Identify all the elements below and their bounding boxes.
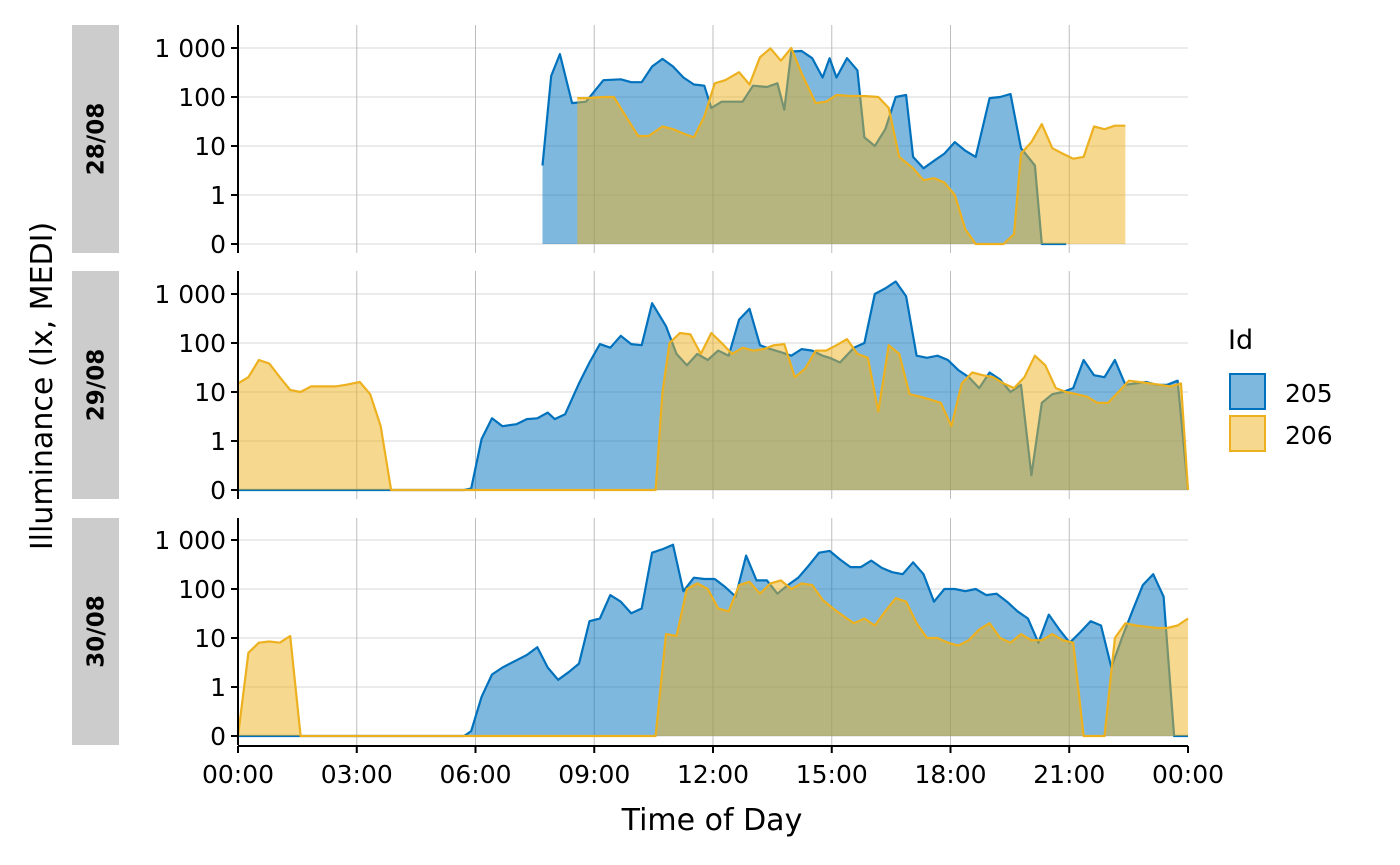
x-tick-label: 09:00: [558, 760, 630, 789]
y-tick-label: 1: [210, 181, 226, 210]
line-206-28-08: [577, 46, 1126, 246]
y-tick-label: 10: [194, 132, 226, 161]
area-206-29-08: [238, 333, 1188, 490]
x-tick-label: 00:00: [202, 760, 274, 789]
x-tick-label: 03:00: [321, 760, 393, 789]
y-tick-label: 100: [178, 83, 226, 112]
y-tick-label: 0: [210, 722, 226, 751]
y-tick-label: 1 000: [154, 280, 226, 309]
legend-label-206: 206: [1285, 421, 1333, 450]
y-tick-label: 0: [210, 230, 226, 259]
strip-background: [72, 518, 119, 745]
x-tick-label: 06:00: [439, 760, 511, 789]
y-tick-label: 0: [210, 476, 226, 505]
strip-label: 29/08: [84, 349, 110, 421]
strip-label: 28/08: [84, 103, 110, 175]
x-tick-label: 00:00: [1152, 760, 1224, 789]
legend-title: Id: [1228, 325, 1253, 356]
x-tick-label: 12:00: [677, 760, 749, 789]
legend-label-205: 205: [1285, 379, 1333, 408]
y-tick-label: 1 000: [154, 526, 226, 555]
panel-29-08: 0 1 10 100 1 000 29/08: [72, 271, 1190, 505]
x-axis-title: Time of Day: [621, 803, 803, 838]
x-tick-label: 18:00: [914, 760, 986, 789]
line-205-30-08: [238, 543, 1188, 738]
y-tick-label: 1: [210, 427, 226, 456]
line-205-28-08: [541, 49, 1067, 246]
area-206-30-08: [238, 580, 1188, 736]
x-axis: 00:00 03:00 06:00 09:00 12:00 15:00 18:00 21:00…: [202, 745, 1224, 789]
strip-label: 30/08: [84, 595, 110, 667]
y-tick-label: 100: [178, 329, 226, 358]
x-tick-label: 15:00: [796, 760, 868, 789]
y-axis-title: Illuminance (lx, MEDI): [25, 222, 60, 550]
y-tick-label: 1: [210, 673, 226, 702]
y-tick-label: 100: [178, 575, 226, 604]
x-tick-label: 21:00: [1033, 760, 1105, 789]
strip-background: [72, 271, 119, 499]
facet-panels: 0 1 10 100 1 000 28/08 0 1 10 100 1 000 29/08 0 1 10 10…: [72, 25, 1190, 751]
strip-background: [72, 25, 119, 253]
area-206-28-08: [577, 48, 1126, 244]
line-206-29-08: [237, 331, 1190, 492]
legend-swatch-205: [1229, 373, 1266, 410]
y-tick-label: 10: [194, 378, 226, 407]
legend: Id 205 206: [1228, 325, 1333, 452]
legend-swatch-206: [1229, 415, 1266, 452]
y-tick-label: 1 000: [154, 34, 226, 63]
line-206-30-08: [236, 579, 1189, 738]
y-tick-label: 10: [194, 624, 226, 653]
panel-30-08: 0 1 10 100 1 000 30/08: [72, 518, 1189, 751]
panel-28-08: 0 1 10 100 1 000 28/08: [72, 25, 1188, 259]
